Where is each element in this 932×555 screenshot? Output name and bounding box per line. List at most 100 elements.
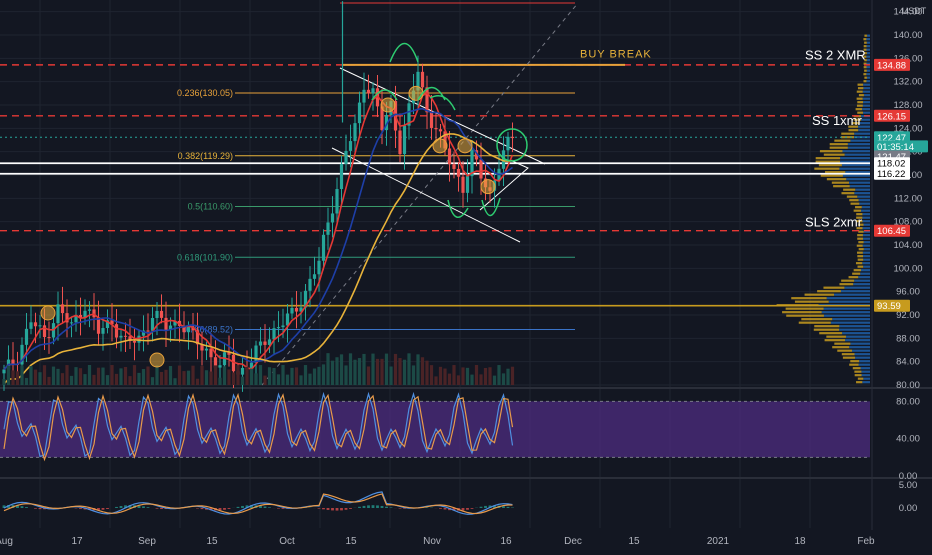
candle-body — [277, 327, 280, 328]
volume-profile-bar-blue — [866, 80, 870, 82]
candle-body — [353, 123, 356, 141]
volume-profile-bar-blue — [863, 224, 870, 226]
volume-profile-bar-blue — [839, 168, 870, 170]
volume-profile-bar-gold — [863, 73, 866, 75]
price-tag-label: 116.22 — [877, 169, 905, 180]
volume-profile-bar-gold — [847, 196, 857, 198]
volume-profile-bar-blue — [861, 119, 870, 121]
volume-profile-bar-gold — [857, 238, 863, 240]
volume-bar — [88, 365, 91, 385]
volume-bar — [11, 370, 14, 385]
time-tick-label: 18 — [794, 536, 806, 547]
volume-profile-bar-blue — [860, 273, 870, 275]
volume-bar — [160, 372, 163, 385]
volume-profile-bar-gold — [857, 234, 863, 236]
macd-tick-label: 5.00 — [899, 480, 918, 491]
macd-histogram-bar — [115, 507, 118, 508]
candle-body — [146, 331, 149, 332]
volume-bar — [448, 374, 451, 385]
volume-bar — [290, 368, 293, 385]
volume-profile-bar-blue — [864, 94, 870, 96]
volume-bar — [398, 358, 401, 385]
annotation-label: SLS 2xmr — [805, 214, 863, 229]
volume-profile-bar-blue — [863, 87, 870, 89]
volume-profile-bar-blue — [858, 129, 870, 131]
time-tick-label: Sep — [138, 536, 156, 547]
volume-profile-bar-gold — [814, 168, 839, 170]
volume-profile-bar-blue — [841, 290, 870, 292]
candle-body — [133, 341, 136, 343]
candle-body — [403, 126, 406, 154]
volume-profile-bar-gold — [851, 203, 860, 205]
volume-bar — [272, 368, 275, 385]
volume-bar — [29, 366, 32, 385]
macd-histogram-bar — [160, 508, 163, 509]
candle-body — [115, 324, 118, 337]
volume-profile-bar-gold — [795, 301, 829, 303]
macd-histogram-bar — [390, 507, 393, 508]
volume-profile-bar-gold — [799, 322, 831, 324]
candle-body — [461, 177, 464, 193]
volume-bar — [493, 376, 496, 385]
volume-bar — [286, 375, 289, 385]
volume-bar — [344, 365, 347, 385]
volume-bar — [178, 366, 181, 385]
volume-profile-bar-gold — [791, 297, 826, 299]
price-tick-label: 84.00 — [896, 357, 920, 368]
volume-profile-bar-blue — [863, 252, 870, 254]
volume-bar — [16, 371, 19, 385]
volume-profile-bar-gold — [857, 255, 863, 257]
macd-histogram-bar — [282, 508, 285, 509]
price-tick-label: 132.00 — [893, 77, 922, 88]
candle-body — [137, 336, 140, 343]
volume-bar — [34, 370, 37, 385]
price-tag-label: 93.59 — [877, 301, 901, 312]
volume-bar — [115, 374, 118, 385]
volume-profile-bar-gold — [849, 199, 858, 201]
volume-bar — [340, 354, 343, 385]
volume-profile-bar-blue — [846, 336, 870, 338]
fib-label: 0.618(101.90) — [177, 252, 233, 262]
volume-bar — [236, 365, 239, 385]
time-tick-label: Feb — [857, 536, 875, 547]
volume-profile-bar-gold — [864, 35, 867, 37]
volume-profile-bar-blue — [861, 367, 870, 369]
volume-bar — [362, 354, 365, 385]
volume-profile-bar-gold — [849, 276, 859, 278]
price-tick-label: 128.00 — [893, 100, 922, 111]
volume-profile-bar-blue — [844, 287, 870, 289]
volume-bar — [151, 377, 154, 385]
macd-histogram-bar — [480, 507, 483, 508]
volume-profile-bar-gold — [819, 332, 842, 334]
candle-body — [218, 365, 221, 367]
volume-profile-bar-blue — [867, 59, 870, 61]
candle-body — [362, 90, 365, 103]
volume-profile-bar-gold — [858, 259, 864, 261]
volume-bar — [196, 379, 199, 385]
price-tick-label: 104.00 — [893, 240, 922, 251]
pattern-marker-circle — [481, 180, 495, 194]
macd-histogram-bar — [367, 505, 370, 508]
volume-bar — [164, 370, 167, 385]
candle-body — [47, 337, 50, 338]
volume-bar — [56, 369, 59, 385]
volume-profile-bar-blue — [862, 374, 870, 376]
volume-bar — [61, 373, 64, 385]
volume-profile-bar-blue — [864, 241, 870, 243]
volume-profile-bar-blue — [861, 371, 870, 373]
volume-profile-bar-blue — [867, 35, 870, 37]
volume-profile-bar-gold — [821, 175, 843, 177]
volume-profile-bar-blue — [850, 185, 870, 187]
volume-bar — [142, 369, 145, 385]
volume-profile-bar-blue — [867, 70, 870, 72]
volume-profile-bar-gold — [857, 98, 863, 100]
volume-profile-bar-gold — [857, 91, 863, 93]
macd-histogram-bar — [142, 506, 145, 508]
volume-profile-bar-blue — [867, 45, 870, 47]
candle-body — [29, 322, 32, 329]
macd-histogram-bar — [322, 508, 325, 509]
volume-bar — [52, 367, 55, 385]
macd-histogram-bar — [399, 508, 402, 509]
